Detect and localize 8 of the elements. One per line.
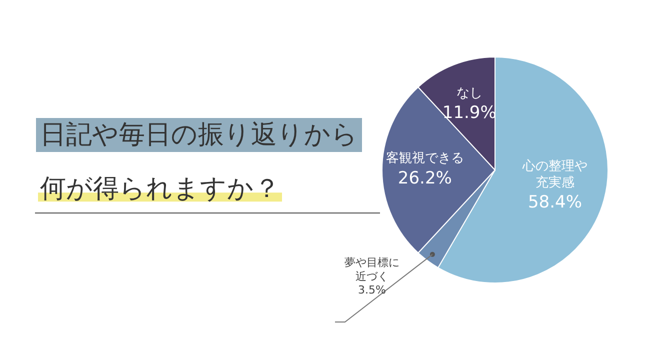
- slice-label: 夢や目標に近づく: [344, 256, 400, 283]
- slice-label: 客観視できる: [386, 150, 464, 166]
- data-label: 11.9%: [442, 103, 496, 124]
- data-label: 3.5%: [358, 284, 386, 296]
- data-label: 58.4%: [528, 192, 582, 213]
- slice-label: なし: [456, 86, 482, 101]
- slice-label: 心の整理や充実感: [522, 158, 588, 190]
- data-label: 26.2%: [398, 168, 452, 188]
